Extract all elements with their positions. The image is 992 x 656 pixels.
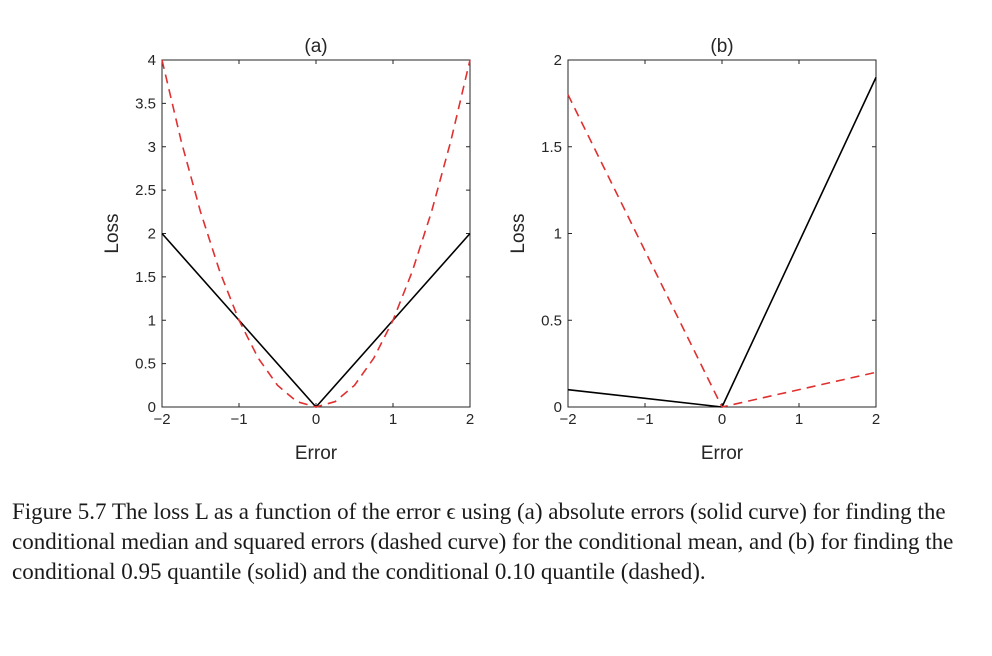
panel-a-y-tick-label: 3.5 (135, 95, 156, 112)
panel-a-series-dashed-line (161, 59, 471, 408)
panel-a-series-solid-line (161, 232, 471, 408)
panel-a-y-tick-label: 2.5 (135, 182, 156, 199)
panel-b-title: (b) (710, 36, 733, 57)
panel-a-y-axis-label: Loss (102, 213, 123, 253)
panel-a-title: (a) (304, 36, 327, 57)
panel-a-y-tick-label: 2 (148, 226, 156, 243)
panel-b-axes-frame (567, 59, 877, 408)
panel-b: −2 −1 0 1 2 0 0.5 1 1.5 2 (b) Error Loss (508, 36, 880, 464)
panel-a-y-tick-label: 1.5 (135, 269, 156, 286)
panel-a-y-tick-label: 1 (148, 312, 156, 329)
panel-b-series-solid-line (567, 77, 877, 408)
panel-b-x-tick-label: −2 (559, 411, 576, 428)
panel-b-x-tick-label: 2 (872, 411, 880, 428)
panel-a-y-tick-label: 4 (148, 52, 156, 69)
panel-a-y-tick-label: 0 (148, 399, 156, 416)
panel-a-x-tick-label: 0 (312, 411, 320, 428)
panel-b-x-tick-label: 0 (718, 411, 726, 428)
panel-b-y-tick-label: 1 (554, 226, 562, 243)
panel-b-y-tick-label: 1.5 (541, 139, 562, 156)
panel-a-x-axis-label: Error (295, 443, 338, 464)
figure-caption: Figure 5.7 The loss L as a function of t… (12, 499, 954, 584)
panel-b-x-tick-label: −1 (636, 411, 653, 428)
panel-b-y-axis-label: Loss (508, 213, 529, 253)
panel-a-y-tick-label: 0.5 (135, 356, 156, 373)
panel-b-y-tick-label: 0.5 (541, 312, 562, 329)
panel-a-x-tick-label: 1 (389, 411, 397, 428)
panel-b-series-dashed-line (567, 94, 877, 408)
panel-a-x-tick-label: −1 (230, 411, 247, 428)
panel-a-y-tick-label: 3 (148, 139, 156, 156)
panel-a-x-tick-label: 2 (466, 411, 474, 428)
panel-b-y-tick-label: 0 (554, 399, 562, 416)
panel-b-x-axis-label: Error (701, 443, 744, 464)
panel-b-y-tick-label: 2 (554, 52, 562, 69)
panel-a-x-tick-label: −2 (153, 411, 170, 428)
panel-a: −2 −1 0 1 2 0 0.5 1 1.5 2 2.5 3 3.5 4 (a) Error Loss (102, 36, 474, 464)
panel-b-x-tick-label: 1 (795, 411, 803, 428)
